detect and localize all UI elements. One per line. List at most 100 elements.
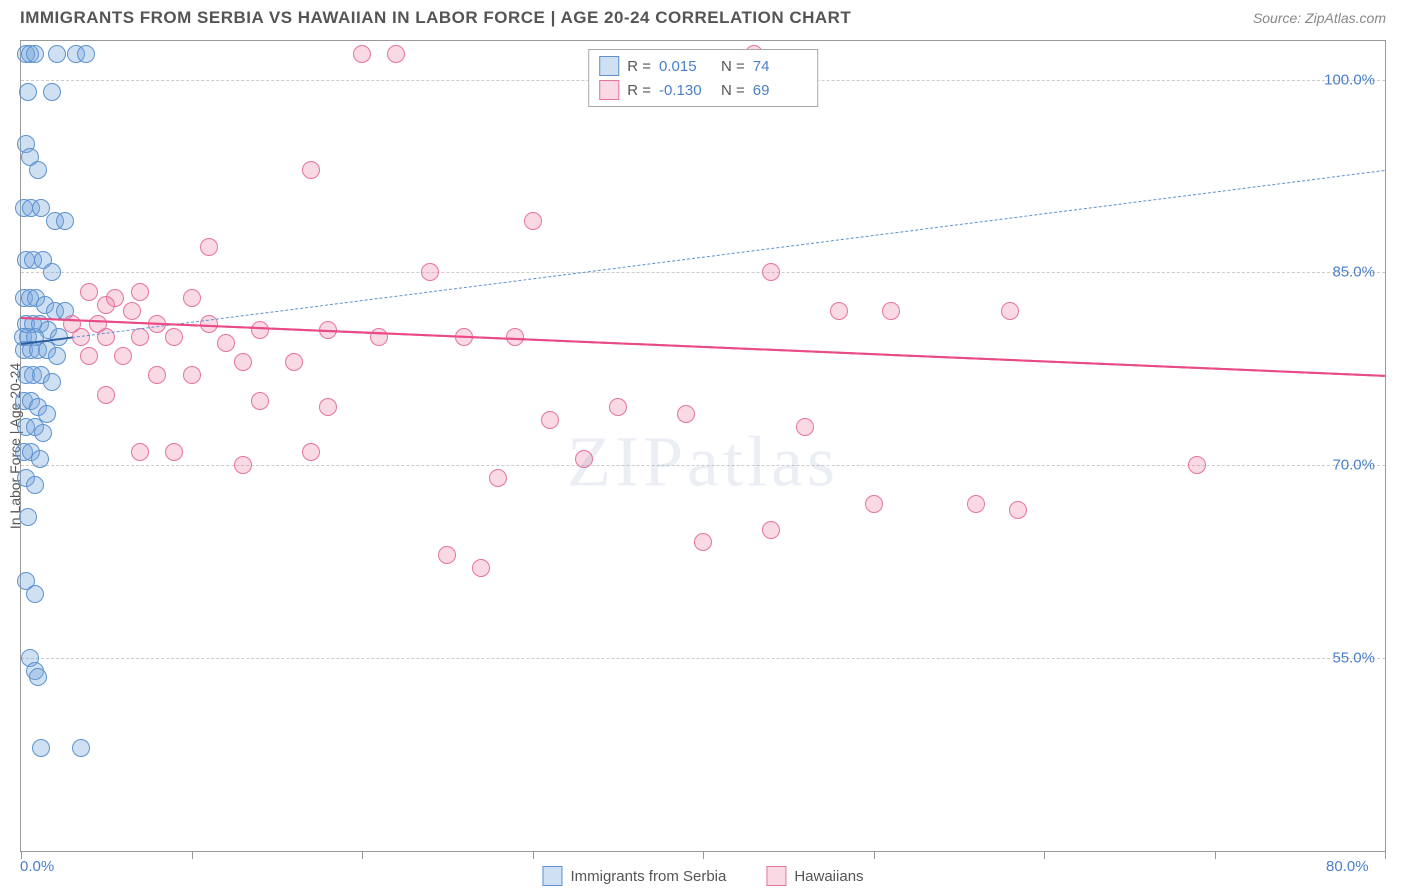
- y-tick-label: 100.0%: [1324, 71, 1375, 88]
- scatter-point-serbia: [19, 83, 37, 101]
- scatter-point-hawaiian: [251, 321, 269, 339]
- x-tick: [874, 851, 875, 859]
- legend-n-label: N =: [721, 58, 745, 75]
- x-tick: [1044, 851, 1045, 859]
- scatter-point-hawaiian: [421, 263, 439, 281]
- scatter-point-serbia: [19, 508, 37, 526]
- scatter-point-hawaiian: [285, 353, 303, 371]
- legend-r-value: -0.130: [659, 82, 713, 99]
- legend-n-value: 69: [753, 82, 807, 99]
- gridline: [21, 272, 1385, 273]
- scatter-point-hawaiian: [677, 405, 695, 423]
- scatter-point-hawaiian: [694, 533, 712, 551]
- legend-r-label: R =: [627, 58, 651, 75]
- scatter-point-serbia: [31, 450, 49, 468]
- scatter-point-hawaiian: [762, 263, 780, 281]
- legend-swatch: [542, 866, 562, 886]
- scatter-point-hawaiian: [302, 161, 320, 179]
- scatter-point-hawaiian: [148, 366, 166, 384]
- scatter-point-serbia: [29, 161, 47, 179]
- gridline: [21, 658, 1385, 659]
- scatter-point-serbia: [32, 739, 50, 757]
- scatter-point-hawaiian: [370, 328, 388, 346]
- scatter-point-hawaiian: [302, 443, 320, 461]
- scatter-point-serbia: [43, 83, 61, 101]
- scatter-point-hawaiian: [80, 347, 98, 365]
- scatter-point-serbia: [43, 263, 61, 281]
- scatter-point-hawaiian: [234, 353, 252, 371]
- correlation-legend: R = 0.015 N = 74 R = -0.130 N = 69: [588, 49, 818, 107]
- scatter-point-hawaiian: [131, 443, 149, 461]
- scatter-point-hawaiian: [234, 456, 252, 474]
- scatter-point-serbia: [48, 347, 66, 365]
- legend-r-label: R =: [627, 82, 651, 99]
- scatter-point-hawaiian: [114, 347, 132, 365]
- scatter-point-hawaiian: [796, 418, 814, 436]
- scatter-point-hawaiian: [472, 559, 490, 577]
- scatter-point-hawaiian: [387, 45, 405, 63]
- y-tick-label: 70.0%: [1332, 457, 1375, 474]
- scatter-point-hawaiian: [524, 212, 542, 230]
- scatter-point-hawaiian: [183, 289, 201, 307]
- scatter-point-hawaiian: [865, 495, 883, 513]
- scatter-point-hawaiian: [200, 238, 218, 256]
- scatter-point-hawaiian: [131, 328, 149, 346]
- scatter-point-hawaiian: [438, 546, 456, 564]
- x-tick: [192, 851, 193, 859]
- trend-line: [72, 170, 1385, 338]
- x-tick-label: 80.0%: [1326, 858, 1398, 886]
- legend-swatch: [599, 56, 619, 76]
- legend-row-hawaiian: R = -0.130 N = 69: [599, 78, 807, 102]
- scatter-point-hawaiian: [575, 450, 593, 468]
- scatter-point-hawaiian: [319, 398, 337, 416]
- scatter-point-serbia: [72, 739, 90, 757]
- series-legend: Immigrants from Serbia Hawaiians: [542, 866, 863, 886]
- legend-n-label: N =: [721, 82, 745, 99]
- plot-surface: 55.0% 70.0% 85.0% 100.0%: [21, 41, 1385, 851]
- legend-swatch: [599, 80, 619, 100]
- scatter-point-hawaiian: [353, 45, 371, 63]
- legend-label: Hawaiians: [794, 868, 863, 885]
- scatter-point-hawaiian: [1009, 501, 1027, 519]
- legend-label: Immigrants from Serbia: [570, 868, 726, 885]
- chart-source: Source: ZipAtlas.com: [1253, 10, 1386, 26]
- scatter-point-hawaiian: [97, 328, 115, 346]
- x-tick: [1215, 851, 1216, 859]
- scatter-point-serbia: [26, 45, 44, 63]
- x-tick: [533, 851, 534, 859]
- x-tick: [703, 851, 704, 859]
- legend-n-value: 74: [753, 58, 807, 75]
- scatter-point-hawaiian: [1188, 456, 1206, 474]
- scatter-point-serbia: [26, 585, 44, 603]
- y-tick-label: 85.0%: [1332, 264, 1375, 281]
- scatter-point-serbia: [48, 45, 66, 63]
- gridline: [21, 465, 1385, 466]
- scatter-point-hawaiian: [506, 328, 524, 346]
- legend-item: Immigrants from Serbia: [542, 866, 726, 886]
- y-tick-label: 55.0%: [1332, 650, 1375, 667]
- legend-r-value: 0.015: [659, 58, 713, 75]
- scatter-point-hawaiian: [165, 443, 183, 461]
- chart-title: IMMIGRANTS FROM SERBIA VS HAWAIIAN IN LA…: [20, 8, 851, 28]
- chart-area: In Labor Force | Age 20-24 55.0%70.0%85.…: [20, 40, 1386, 852]
- legend-swatch: [766, 866, 786, 886]
- scatter-point-hawaiian: [489, 469, 507, 487]
- scatter-point-serbia: [77, 45, 95, 63]
- scatter-point-hawaiian: [762, 521, 780, 539]
- legend-item: Hawaiians: [766, 866, 863, 886]
- scatter-point-serbia: [43, 373, 61, 391]
- x-tick: [362, 851, 363, 859]
- scatter-point-hawaiian: [967, 495, 985, 513]
- scatter-point-hawaiian: [97, 296, 115, 314]
- scatter-point-hawaiian: [882, 302, 900, 320]
- scatter-point-hawaiian: [609, 398, 627, 416]
- scatter-point-serbia: [26, 476, 44, 494]
- scatter-point-hawaiian: [183, 366, 201, 384]
- scatter-point-serbia: [34, 424, 52, 442]
- legend-row-serbia: R = 0.015 N = 74: [599, 54, 807, 78]
- x-tick-label: 0.0%: [20, 858, 54, 886]
- scatter-point-hawaiian: [830, 302, 848, 320]
- scatter-point-hawaiian: [251, 392, 269, 410]
- scatter-point-hawaiian: [165, 328, 183, 346]
- scatter-point-serbia: [29, 668, 47, 686]
